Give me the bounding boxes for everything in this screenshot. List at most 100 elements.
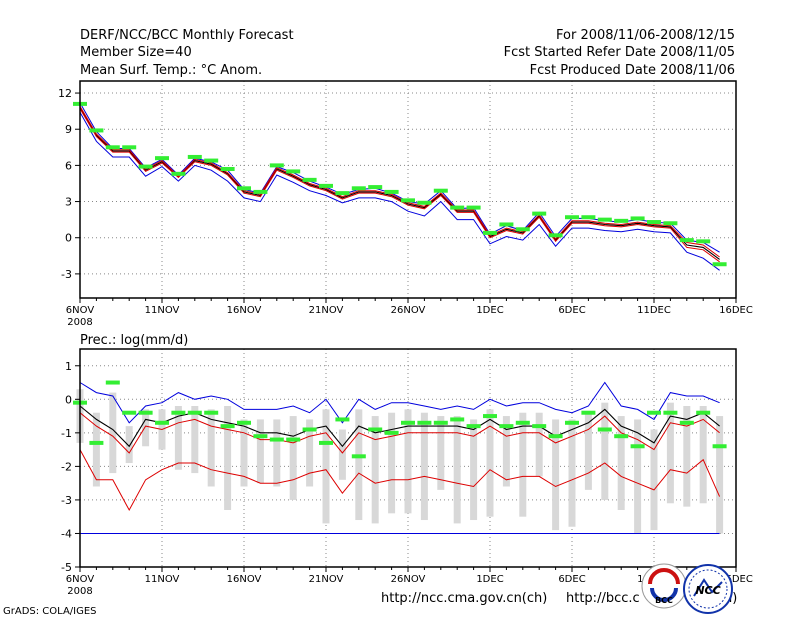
bcc-url[interactable]: http://bcc.c bbox=[566, 591, 640, 606]
control-marker bbox=[351, 186, 366, 191]
control-marker bbox=[302, 427, 317, 432]
spread-box bbox=[666, 402, 674, 504]
x-tick-label: 26NOV bbox=[391, 305, 426, 316]
control-marker bbox=[269, 437, 284, 442]
x-tick-label: 11NOV bbox=[145, 305, 180, 316]
series-line-ensemble-max bbox=[79, 102, 720, 253]
y-tick-label: 1 bbox=[65, 360, 72, 373]
y-tick-label: 0 bbox=[65, 393, 72, 406]
control-marker bbox=[614, 218, 629, 223]
control-marker bbox=[663, 221, 678, 226]
control-marker bbox=[614, 434, 629, 439]
control-marker bbox=[401, 198, 415, 203]
series-line-mean bbox=[79, 405, 720, 448]
spread-box bbox=[125, 426, 133, 464]
control-marker bbox=[237, 420, 251, 425]
spread-box bbox=[584, 412, 592, 490]
spread-box bbox=[371, 416, 379, 524]
spread-box bbox=[617, 416, 625, 510]
ncc-url[interactable]: http://ncc.cma.gov.cn(ch) bbox=[381, 591, 547, 606]
figure-title: DERF/NCC/BCC Monthly Forecast bbox=[80, 28, 294, 43]
control-marker bbox=[187, 154, 202, 159]
y-tick-label: -5 bbox=[61, 561, 72, 574]
control-marker bbox=[515, 227, 530, 232]
bcc-logo-text: BCC bbox=[655, 596, 673, 605]
control-marker bbox=[712, 262, 727, 267]
spread-box bbox=[191, 406, 199, 474]
control-marker bbox=[105, 145, 120, 150]
series-line-lower-percentile bbox=[79, 449, 721, 512]
x-tick-label: 6DEC bbox=[558, 305, 585, 316]
control-marker bbox=[335, 417, 350, 422]
spread-box bbox=[568, 419, 576, 527]
control-marker bbox=[122, 410, 137, 415]
y-tick-label: 0 bbox=[65, 232, 72, 245]
control-marker bbox=[368, 427, 383, 432]
control-marker bbox=[319, 440, 333, 445]
spread-box bbox=[716, 416, 724, 534]
control-marker bbox=[253, 189, 268, 194]
spread-box bbox=[535, 412, 543, 477]
forecast-period-label: For 2008/11/06-2008/12/15 bbox=[556, 28, 735, 43]
control-marker bbox=[450, 205, 465, 210]
spread-box bbox=[174, 406, 182, 470]
control-marker bbox=[663, 410, 678, 415]
control-marker bbox=[647, 220, 661, 225]
x-tick-label: 16NOV bbox=[227, 305, 262, 316]
spread-box bbox=[519, 412, 527, 517]
control-marker bbox=[138, 164, 153, 169]
control-marker bbox=[187, 410, 202, 415]
x-tick-label: 16DEC bbox=[719, 574, 753, 585]
control-marker bbox=[483, 230, 497, 235]
control-marker bbox=[171, 410, 186, 415]
control-marker bbox=[384, 430, 399, 435]
control-marker bbox=[204, 158, 219, 163]
control-marker bbox=[155, 156, 169, 161]
spread-box bbox=[306, 419, 314, 487]
x-tick-label: 6NOV bbox=[66, 305, 95, 316]
control-marker bbox=[417, 200, 432, 205]
control-marker bbox=[351, 454, 366, 459]
control-marker bbox=[565, 215, 579, 220]
control-marker bbox=[630, 216, 645, 221]
control-marker bbox=[155, 420, 169, 425]
y-tick-label: 9 bbox=[65, 123, 72, 136]
series-line-ensemble-min bbox=[79, 112, 720, 271]
spread-box bbox=[634, 419, 642, 534]
control-marker bbox=[466, 424, 481, 429]
produced-date-label: Fcst Produced Date 2008/11/06 bbox=[530, 63, 735, 78]
spread-box bbox=[437, 416, 445, 490]
y-tick-label: -3 bbox=[61, 268, 72, 281]
ncc-logo: NCC bbox=[683, 564, 733, 614]
x-tick-label: 11NOV bbox=[145, 574, 180, 585]
grads-credit: GrADS: COLA/IGES bbox=[3, 606, 97, 617]
y-tick-label: -2 bbox=[61, 460, 72, 473]
control-marker bbox=[220, 424, 235, 429]
spread-box bbox=[289, 416, 297, 500]
control-marker bbox=[532, 211, 547, 216]
control-marker bbox=[401, 420, 415, 425]
series-line-upper-percentile bbox=[79, 412, 720, 454]
series-line-upper-envelope bbox=[79, 381, 720, 424]
control-marker bbox=[532, 424, 547, 429]
control-marker bbox=[647, 410, 661, 415]
y-tick-label: 6 bbox=[65, 159, 72, 172]
control-marker bbox=[499, 222, 514, 227]
spread-box bbox=[355, 409, 363, 521]
spread-box bbox=[404, 409, 412, 514]
spread-box bbox=[486, 409, 494, 517]
control-marker bbox=[548, 434, 563, 439]
x-tick-label: 21NOV bbox=[309, 305, 344, 316]
spread-box bbox=[273, 419, 281, 487]
y-tick-label: -3 bbox=[61, 494, 72, 507]
spread-box bbox=[92, 412, 100, 487]
control-marker bbox=[630, 444, 645, 449]
control-marker bbox=[220, 167, 235, 172]
bcc-logo: BCC bbox=[641, 563, 687, 609]
control-marker bbox=[204, 410, 219, 415]
control-marker bbox=[450, 417, 465, 422]
control-marker bbox=[499, 424, 514, 429]
spread-box bbox=[470, 419, 478, 521]
control-marker bbox=[679, 420, 694, 425]
